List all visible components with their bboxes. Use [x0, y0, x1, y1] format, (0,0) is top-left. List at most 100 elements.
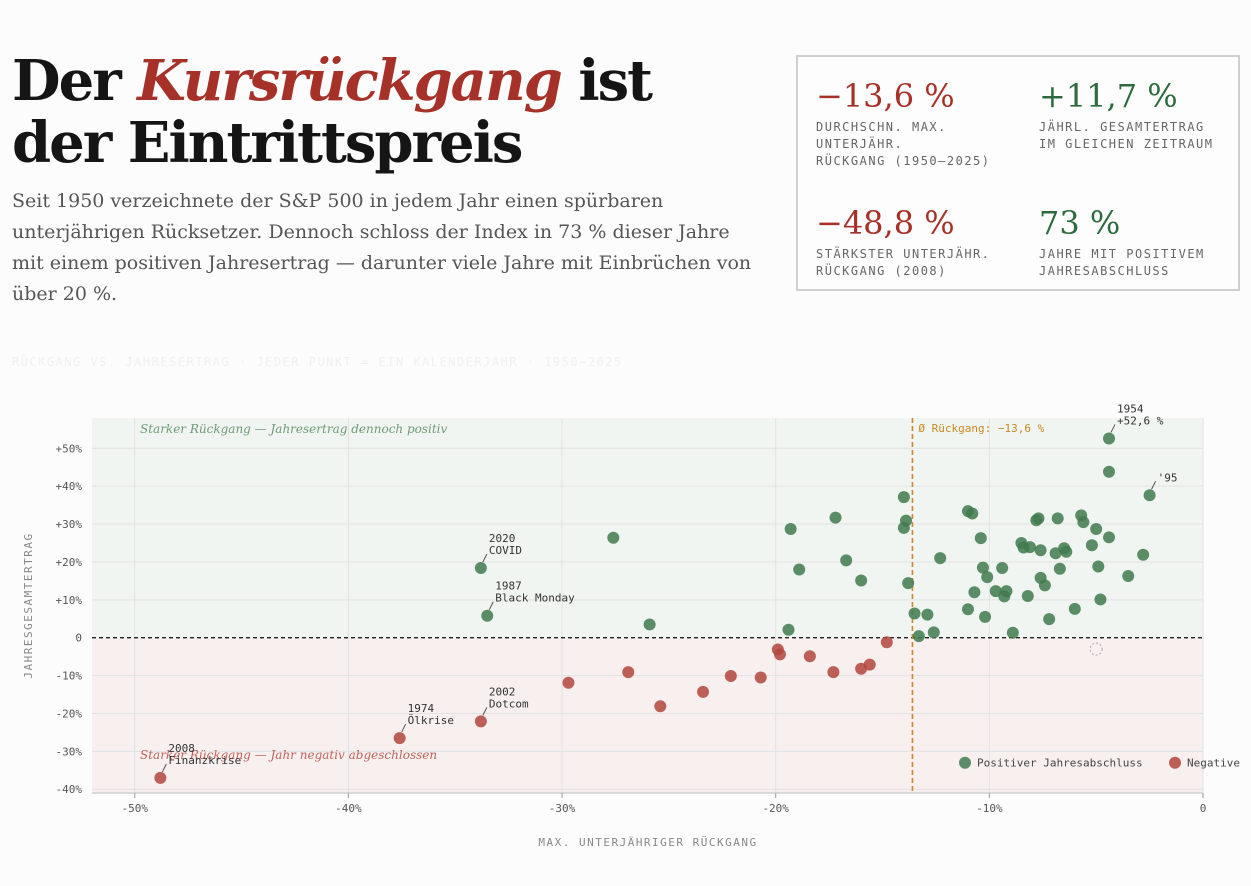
y-tick-label: +10%: [56, 594, 83, 607]
positive-year-point: [829, 511, 842, 524]
negative-year-point: [393, 732, 406, 745]
annotation-label: Dotcom: [489, 697, 529, 710]
y-tick-label: +20%: [56, 556, 83, 569]
stat-value: −48,8 %: [816, 204, 955, 242]
positive-year-point: [981, 571, 994, 584]
positive-year-point: [793, 563, 806, 576]
x-tick-label: -30%: [549, 802, 576, 815]
positive-year-point: [1053, 562, 1066, 575]
positive-year-point: [1038, 579, 1051, 592]
region-label-top: Starker Rückgang — Jahresertrag dennoch …: [140, 422, 448, 436]
y-axis-title: JAHRESGESAMTERTRAG: [22, 532, 35, 678]
y-tick-label: +50%: [56, 442, 83, 455]
y-tick-label: 0: [75, 632, 82, 645]
positive-year-point: [1102, 432, 1115, 445]
stat-value: +11,7 %: [1039, 77, 1178, 115]
positive-year-point: [976, 561, 989, 574]
y-tick-label: +40%: [56, 480, 83, 493]
positive-year-point: [1032, 512, 1045, 525]
positive-year-point: [1122, 569, 1135, 582]
stat-label: JAHRE MIT POSITIVEM JAHRESABSCHLUSS: [1039, 247, 1205, 278]
headline-part1: Der: [12, 48, 138, 114]
x-tick-label: 0: [1200, 802, 1207, 815]
stat-annual-return: +11,7 % JÄHRL. GESAMTERTRAG IM GLEICHEN …: [1039, 79, 1214, 153]
legend-negative-marker: [1169, 756, 1181, 769]
annotation-label: '95: [1158, 471, 1178, 484]
annotation-leader: [401, 723, 407, 733]
stat-value: −13,6 %: [816, 77, 955, 115]
negative-year-point: [697, 685, 710, 698]
headline-accent: Kursrückgang: [137, 48, 563, 114]
stat-avg-drawdown: −13,6 % DURCHSCHN. MAX. UNTERJÄHR. RÜCKG…: [816, 79, 991, 170]
annotation-label: 1954: [1117, 402, 1144, 415]
positive-year-point: [1102, 465, 1115, 478]
positive-year-point: [481, 609, 494, 622]
annotation-label: 2002: [489, 685, 515, 698]
positive-year-point: [607, 531, 620, 544]
mean-drawdown-label: Ø Rückgang: −13,6 %: [918, 422, 1044, 435]
positive-year-point: [855, 574, 868, 587]
x-tick-label: -10%: [976, 802, 1003, 815]
positive-year-point: [961, 603, 974, 616]
x-axis-title: MAX. UNTERJÄHRIGER RÜCKGANG: [538, 836, 757, 849]
positive-year-point: [912, 630, 925, 643]
negative-year-point: [880, 636, 893, 649]
negative-year-point: [622, 666, 635, 679]
annotation-label: +52,6 %: [1117, 414, 1164, 427]
negative-year-point: [654, 700, 667, 713]
positive-year-point: [1090, 522, 1103, 535]
positive-year-point: [1068, 602, 1081, 615]
positive-year-point: [1000, 585, 1013, 598]
stat-label: STÄRKSTER UNTERJÄHR. RÜCKGANG (2008): [816, 247, 991, 278]
annotation-label: Ölkrise: [408, 714, 454, 727]
positive-year-point: [1094, 593, 1107, 606]
positive-year-point: [1021, 590, 1034, 603]
headline: Der Kursrückgang ist der Eintrittspreis: [12, 48, 653, 174]
hollow-marker: [1089, 642, 1103, 656]
annotation-leader: [161, 763, 167, 773]
negative-year-point: [474, 715, 487, 728]
annotation-label: Black Monday: [495, 592, 575, 605]
stat-positive-years: 73 % JAHRE MIT POSITIVEM JAHRESABSCHLUSS: [1039, 206, 1205, 280]
headline-part2: ist: [560, 48, 653, 114]
annotation-leader: [1151, 481, 1157, 490]
positive-year-point: [784, 522, 797, 535]
annotation-leader: [488, 601, 494, 610]
positive-year-point: [474, 562, 487, 574]
negative-year-point: [724, 669, 737, 682]
y-tick-label: -40%: [56, 783, 83, 796]
region-label-bottom: Starker Rückgang — Jahr negativ abgeschl…: [140, 748, 437, 762]
stat-label: DURCHSCHN. MAX. UNTERJÄHR. RÜCKGANG (195…: [816, 120, 991, 168]
y-tick-label: -20%: [56, 707, 83, 720]
positive-region: [92, 418, 1203, 638]
annotation-leader: [482, 553, 488, 563]
negative-year-point: [803, 650, 816, 663]
legend-negative-label: Negative: [1187, 757, 1240, 770]
stat-max-drawdown: −48,8 % STÄRKSTER UNTERJÄHR. RÜCKGANG (2…: [816, 206, 991, 280]
positive-year-point: [1043, 613, 1056, 626]
legend-positive-label: Positiver Jahresabschluss: [977, 757, 1143, 770]
positive-year-point: [968, 586, 981, 599]
scatter-chart: +50% +40% +30% +20% +10% 0 -10% -20% -30% -40% -50…: [22, 402, 1240, 849]
positive-year-point: [897, 491, 910, 504]
annotation-label: 1974: [408, 702, 435, 715]
negative-region: [92, 637, 1203, 793]
positive-year-point: [966, 507, 979, 520]
annotation-label: Finanzkrise: [168, 754, 241, 767]
positive-year-point: [1143, 489, 1156, 502]
annotation-label: 2008: [168, 742, 195, 755]
y-tick-label: -30%: [56, 745, 83, 758]
negative-year-point: [154, 771, 167, 784]
negative-year-point: [773, 648, 786, 661]
positive-year-point: [1092, 560, 1105, 573]
positive-year-point: [1051, 512, 1064, 525]
positive-year-point: [979, 610, 992, 623]
stat-value: 73 %: [1039, 204, 1121, 242]
positive-year-point: [902, 577, 915, 590]
positive-year-point: [908, 607, 921, 620]
lede-paragraph: Seit 1950 verzeichnete der S&P 500 in je…: [12, 190, 752, 305]
positive-year-point: [1034, 544, 1047, 557]
negative-year-point: [754, 671, 767, 684]
chart-kicker: RÜCKGANG VS. JAHRESERTRAG · JEDER PUNKT …: [12, 355, 623, 369]
stat-label: JÄHRL. GESAMTERTRAG IM GLEICHEN ZEITRAUM: [1039, 120, 1214, 151]
